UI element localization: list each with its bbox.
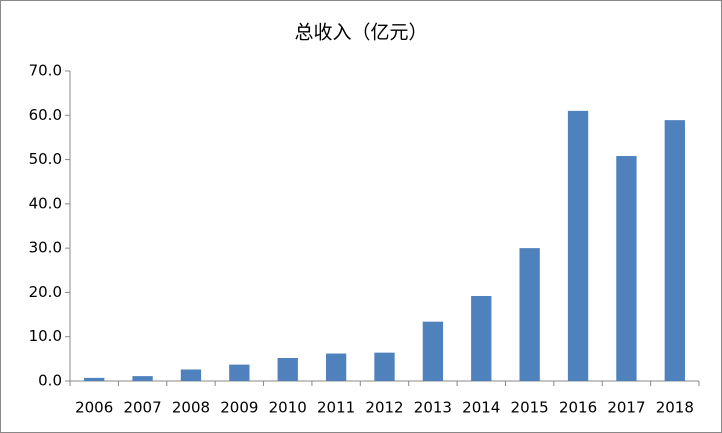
x-tick-label: 2016 <box>559 399 597 417</box>
bar <box>277 357 298 381</box>
y-tick-label: 20.0 <box>29 283 62 301</box>
y-tick-label: 60.0 <box>29 106 62 124</box>
bar <box>229 364 250 381</box>
y-tick-label: 0.0 <box>38 372 62 390</box>
x-tick-label: 2008 <box>172 399 210 417</box>
bar <box>519 248 540 381</box>
x-tick-label: 2006 <box>75 399 113 417</box>
x-tick-label: 2011 <box>317 399 355 417</box>
x-tick-label: 2014 <box>462 399 500 417</box>
bar <box>422 321 444 381</box>
bar <box>84 377 105 381</box>
bar <box>664 120 685 382</box>
chart-title: 总收入（亿元） <box>294 22 427 44</box>
x-tick-label: 2010 <box>269 399 307 417</box>
y-tick-label: 10.0 <box>29 327 62 345</box>
bar <box>132 376 153 381</box>
x-tick-label: 2018 <box>656 399 694 417</box>
x-tick-label: 2009 <box>220 399 258 417</box>
x-tick-label: 2007 <box>123 399 161 417</box>
bar <box>325 353 347 381</box>
x-tick-label: 2015 <box>511 399 549 417</box>
bar <box>567 110 589 381</box>
y-tick-label: 30.0 <box>29 239 62 257</box>
x-tick-label: 2012 <box>365 399 403 417</box>
x-tick-label: 2017 <box>607 399 645 417</box>
y-tick-label: 50.0 <box>29 150 62 168</box>
y-tick-label: 40.0 <box>29 194 62 212</box>
x-tick-label: 2013 <box>414 399 452 417</box>
bar <box>374 352 395 381</box>
bar <box>471 295 492 381</box>
bar <box>180 369 202 381</box>
bar <box>616 156 637 381</box>
y-tick-label: 70.0 <box>29 62 62 80</box>
